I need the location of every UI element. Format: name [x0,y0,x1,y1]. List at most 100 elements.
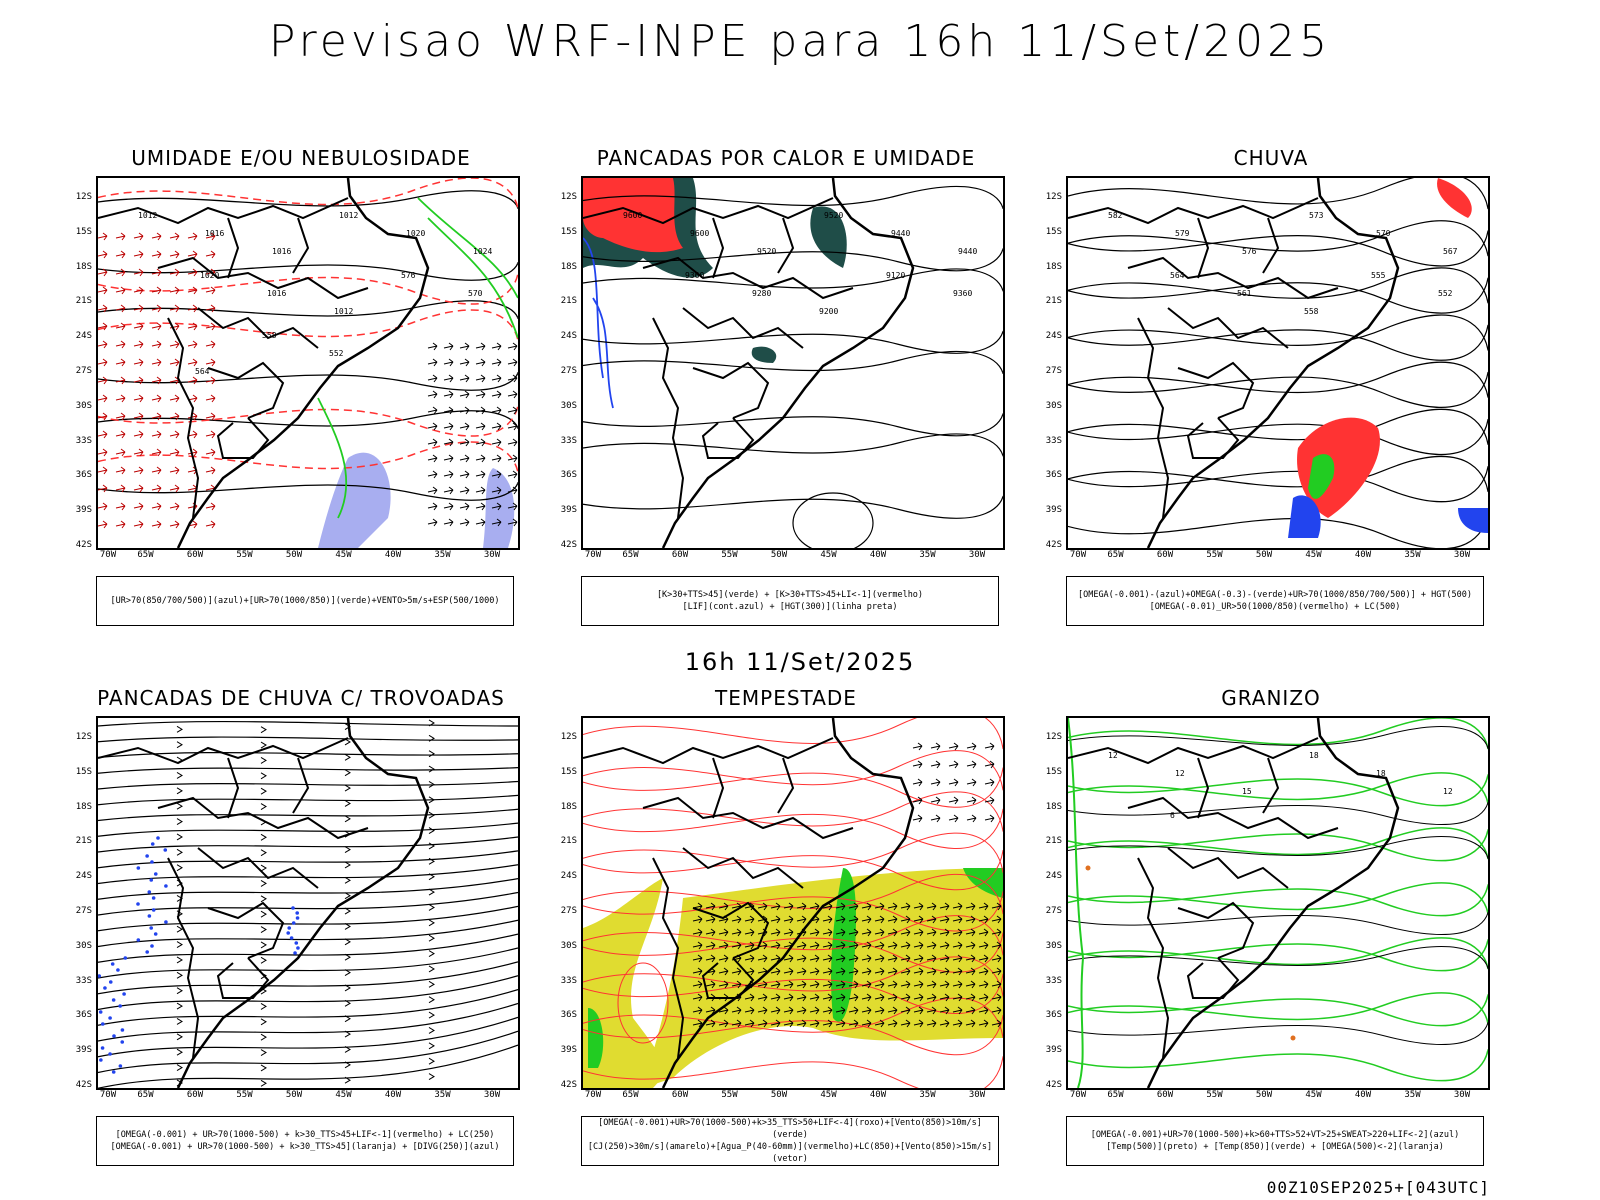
wind-vector [966,760,977,769]
latitude-tick: 27S [560,366,577,376]
wind-vector [887,902,898,911]
streamline [97,878,519,900]
latitude-tick: 33S [560,435,577,446]
contour-line [582,874,1004,915]
wind-vector [952,954,963,963]
contour-line [97,272,519,305]
wind-vector [475,390,486,399]
wind-vector [991,1006,1002,1015]
wind-vector [874,915,885,924]
border-line [1262,217,1280,274]
run-identifier: 00Z10SEP2025+[043UTC] [1266,1178,1490,1197]
longitude-tick: 65W [137,1090,154,1100]
wind-vector [443,438,454,447]
wind-vector [115,520,126,529]
streamline-arrow [344,1015,351,1023]
border-line [582,737,834,765]
border-line [1127,796,1339,840]
latitude-tick: 15S [75,766,92,777]
streamline-arrow [176,1048,183,1056]
heat-shower-shade [751,346,777,363]
wind-vector [770,954,781,963]
weather-map: 1012 1016 1016 1012 1020 1024 1020 1016 1012 576 5… [96,176,520,550]
wind-vector [97,304,108,313]
contour-line [617,962,669,1044]
contour-line [582,791,1004,832]
wind-vector [459,518,470,527]
streamline-arrow [260,1049,267,1056]
latitude-tick: 18S [1045,261,1062,272]
wind-vector [913,993,924,1002]
contour-label: 582 [1108,211,1123,220]
divergence-dot [103,986,107,990]
divergence-dot [111,1070,116,1074]
wind-vector [491,342,502,351]
wind-vector [133,394,144,403]
wind-vector [133,268,144,277]
wind-vector [835,1006,846,1015]
contour-line [582,849,1004,891]
wind-vector [948,814,959,823]
wind-vector [718,954,729,963]
latitude-tick: 36S [1045,1010,1062,1021]
wind-vector [151,502,162,511]
streamline-arrow [176,787,183,795]
contour-line [1067,173,1489,210]
wind-vector [783,980,794,989]
legend-line: [OMEGA(-0.001)-(azul)+OMEGA(-0.3)-(verde… [1077,590,1473,600]
longitude-tick: 30W [483,550,501,560]
wind-vector [115,304,126,313]
wind-vector [205,304,216,313]
wind-vector [97,340,108,349]
border-line [1177,361,1255,419]
contour-line [97,300,519,319]
border-line [157,256,369,300]
wind-vector [887,980,898,989]
wind-vector [913,902,924,911]
contour-line [582,268,1004,292]
wind-vector [151,340,162,349]
contour-label: 552 [1438,289,1453,298]
wind-vector [151,286,162,295]
wind-vector [187,232,198,241]
wind-vector [965,954,976,963]
longitude-tick: 50W [1255,1090,1273,1100]
wind-vector [874,993,885,1002]
wind-vector [443,390,454,399]
latitude-tick: 30S [1045,400,1062,411]
wind-vector [459,358,470,367]
contour-line [1067,836,1489,859]
wind-vector [443,358,454,367]
latitude-tick: 42S [1045,540,1062,550]
wind-vector [133,250,144,259]
wind-vector [770,915,781,924]
wind-vector [926,928,937,937]
wind-vector [887,967,898,976]
contour-label: 1012 [339,211,358,220]
latitude-tick: 21S [1045,296,1062,307]
wind-vector [809,902,820,911]
wind-vector [115,322,126,331]
weather-map [581,709,1005,1097]
wind-vector [978,954,989,963]
wind-vector [718,967,729,976]
divergence-dot [163,848,168,852]
wind-vector [705,915,716,924]
longitude-tick: 30W [1453,550,1471,560]
streamline-arrow [176,864,183,872]
latitude-tick: 42S [75,540,92,550]
contour-label: 9360 [953,289,972,298]
streamline-arrow [344,999,351,1007]
divergence-dot [147,914,152,918]
contour-line [582,956,1004,997]
contour-line [1067,726,1489,749]
latitude-tick: 21S [75,296,92,307]
divergence-dot [108,1016,112,1020]
border-line [692,901,770,959]
wind-vector [952,993,963,1002]
wind-vector [809,954,820,963]
divergence-dot [164,884,168,888]
border-line [692,361,770,419]
latitude-tick: 24S [1045,331,1062,342]
contour-label: 18 [1309,751,1319,760]
